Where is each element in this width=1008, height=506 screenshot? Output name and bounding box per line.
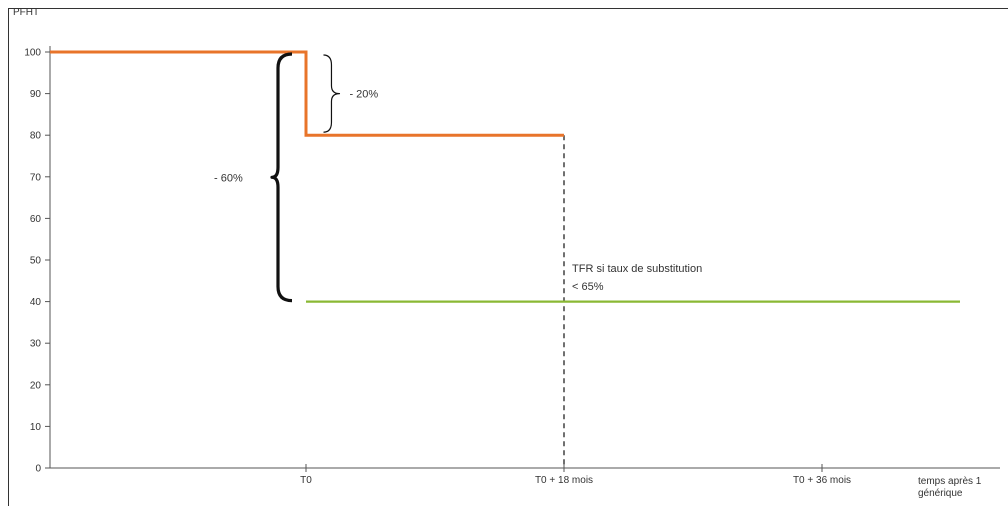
series-lines <box>50 50 960 468</box>
series-line-1 <box>50 50 564 137</box>
y-tick-label: 80 <box>30 131 42 142</box>
annotation-tfr-line2: < 65% <box>572 281 604 293</box>
y-axis-label: PFHT <box>13 7 39 18</box>
brace-minus-60 <box>270 52 293 303</box>
annotations: - 20% - 60% TFR si taux de substitution < 6… <box>214 52 702 303</box>
y-tick-label: 40 <box>30 297 42 308</box>
y-tick-label: 10 <box>30 422 42 433</box>
annotation-tfr-line1: TFR si taux de substitution <box>572 263 702 275</box>
x-tick-label: T0 <box>300 475 312 486</box>
y-axis: 0 10 20 30 40 50 60 70 80 90 100 <box>24 46 51 475</box>
chart-frame <box>8 8 1008 506</box>
x-tick-label: T0 + 36 mois <box>793 475 851 486</box>
y-tick-label: 60 <box>30 214 42 225</box>
y-tick-label: 20 <box>30 380 42 391</box>
y-tick-label: 100 <box>24 48 41 59</box>
y-tick-label: 30 <box>30 339 42 350</box>
annotation-minus-20: - 20% <box>349 89 378 101</box>
y-tick-label: 70 <box>30 172 42 183</box>
annotation-minus-60: - 60% <box>214 172 243 184</box>
y-tick-label: 0 <box>35 464 41 475</box>
brace-minus-20 <box>323 54 341 133</box>
y-tick-label: 50 <box>30 256 42 267</box>
x-tick-label: T0 + 18 mois <box>535 475 593 486</box>
x-axis-label-line1: temps après 1 <box>918 476 982 487</box>
x-axis-label-line2: générique <box>918 488 963 499</box>
x-axis: T0 T0 + 18 mois T0 + 36 mois <box>50 464 1000 486</box>
y-tick-label: 90 <box>30 89 42 100</box>
